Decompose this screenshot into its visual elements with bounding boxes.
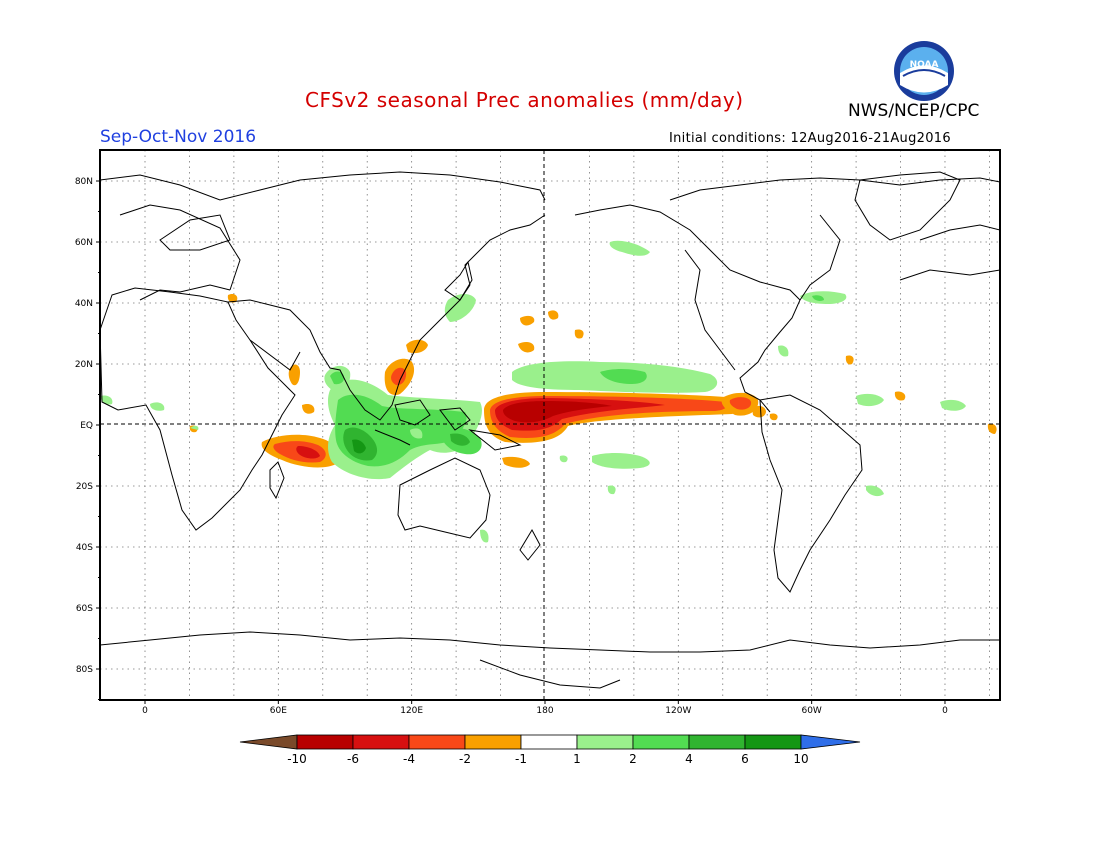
lat-label: 20N [75, 360, 93, 370]
svg-text:NOAA: NOAA [910, 60, 939, 70]
longitude-labels: 0 60E 120E 180 120W 60W 0 [142, 706, 948, 716]
lat-label: 60N [75, 238, 93, 248]
colorbar-label: 6 [741, 752, 749, 766]
colorbar-label: -10 [287, 752, 307, 766]
coastlines [100, 171, 1000, 689]
colorbar [239, 734, 861, 750]
colorbar-swatch [744, 734, 802, 750]
lon-label: 120W [665, 706, 691, 716]
colorbar-label: 4 [685, 752, 693, 766]
colorbar-right-arrow [800, 734, 861, 750]
lon-label: 60E [270, 706, 287, 716]
noaa-logo: NOAA [894, 41, 954, 101]
colorbar-swatch [296, 734, 354, 750]
precip-anomaly-fields [100, 240, 997, 543]
lat-label: 40S [76, 543, 93, 553]
map-title: CFSv2 seasonal Prec anomalies (mm/day) [305, 88, 744, 112]
colorbar-label: 1 [573, 752, 581, 766]
lon-label: 120E [400, 706, 423, 716]
colorbar-swatch [464, 734, 522, 750]
colorbar-label: 2 [629, 752, 637, 766]
colorbar-labels: -10 -6 -4 -2 -1 1 2 4 6 10 [287, 752, 808, 766]
lon-label: 180 [536, 706, 553, 716]
axis-ticks [96, 180, 946, 704]
season-label: Sep-Oct-Nov 2016 [100, 127, 257, 147]
agency-label: NWS/NCEP/CPC [848, 101, 980, 121]
colorbar-swatch [576, 734, 634, 750]
colorbar-swatch [632, 734, 690, 750]
lat-label: 80S [76, 665, 93, 675]
lon-label: 60W [801, 706, 821, 716]
lat-label: 60S [76, 604, 93, 614]
latitude-labels: 80N 60N 40N 20N EQ 20S 40S 60S 80S [75, 177, 93, 675]
colorbar-left-arrow [239, 734, 298, 750]
colorbar-swatch [520, 734, 578, 750]
anomaly-central-pacific-red3 [503, 401, 612, 423]
lon-label: 0 [942, 706, 948, 716]
colorbar-label: -2 [459, 752, 471, 766]
colorbar-swatch [352, 734, 410, 750]
colorbar-label: -4 [403, 752, 415, 766]
lon-label: 0 [142, 706, 148, 716]
colorbar-label: -6 [347, 752, 359, 766]
lat-label: 20S [76, 482, 93, 492]
lat-label: 40N [75, 299, 93, 309]
colorbar-swatch [688, 734, 746, 750]
lat-label: EQ [80, 421, 93, 431]
colorbar-label: 10 [793, 752, 808, 766]
colorbar-swatch [408, 734, 466, 750]
initial-conditions-label: Initial conditions: 12Aug2016-21Aug2016 [669, 131, 951, 146]
lat-label: 80N [75, 177, 93, 187]
colorbar-label: -1 [515, 752, 527, 766]
